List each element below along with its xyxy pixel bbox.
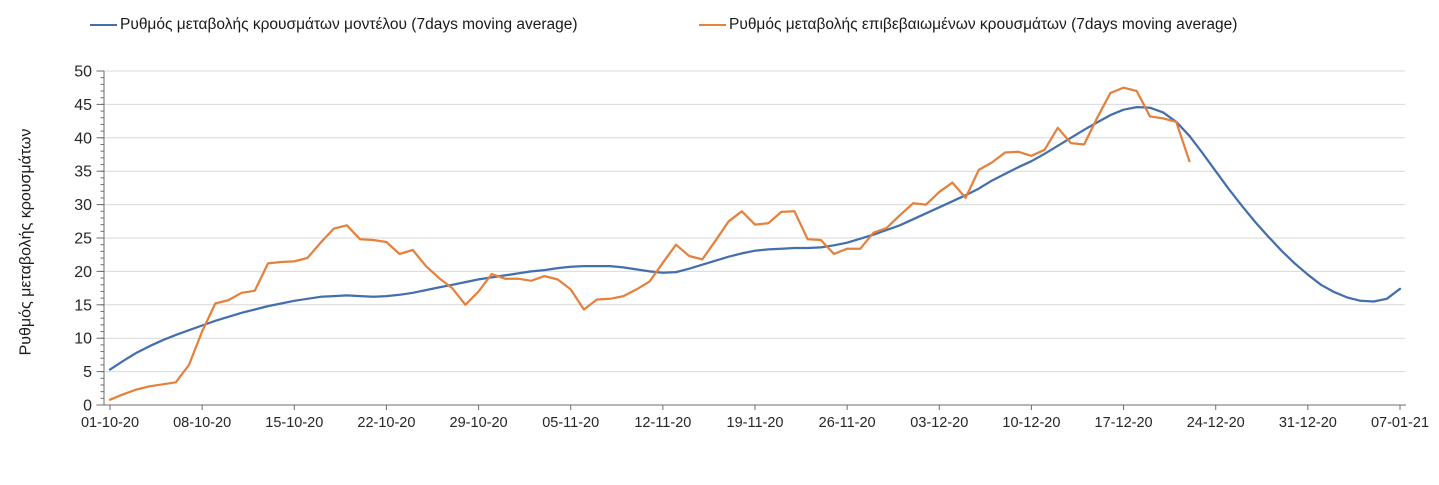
gridlines <box>104 70 1405 373</box>
x-tick-label: 07-01-21 <box>1371 415 1429 431</box>
y-axis-ticks <box>96 70 104 406</box>
y-tick-label: 45 <box>74 97 92 114</box>
y-tick-label: 40 <box>74 130 92 147</box>
x-tick-label: 19-11-20 <box>727 415 784 431</box>
x-tick-label: 08-10-20 <box>173 415 231 431</box>
y-tick-label: 50 <box>74 64 92 81</box>
y-tick-label: 35 <box>74 164 92 181</box>
x-tick-label: 12-11-20 <box>634 415 691 431</box>
legend-item-confirmed: Ρυθμός μεταβολής επιβεβαιωμένων κρουσμάτ… <box>699 13 1237 37</box>
x-tick-label: 10-12-20 <box>1002 415 1060 431</box>
y-axis-labels: 0 5 10 15 20 25 30 35 40 45 50 <box>74 64 92 415</box>
legend-item-model: Ρυθμός μεταβολής κρουσμάτων μοντέλου (7d… <box>90 13 578 37</box>
legend-label-confirmed: Ρυθμός μεταβολής επιβεβαιωμένων κρουσμάτ… <box>729 16 1238 33</box>
chart-legend: Ρυθμός μεταβολής κρουσμάτων μοντέλου (7d… <box>0 13 1439 37</box>
x-tick-label: 29-10-20 <box>450 415 508 431</box>
y-tick-label: 15 <box>74 297 92 314</box>
y-tick-label: 0 <box>83 398 92 415</box>
y-tick-label: 10 <box>74 331 92 348</box>
legend-label-model: Ρυθμός μεταβολής κρουσμάτων μοντέλου (7d… <box>120 16 578 33</box>
x-tick-label: 05-11-20 <box>542 415 599 431</box>
series-line-model <box>108 105 1402 371</box>
x-tick-label: 01-10-20 <box>81 415 139 431</box>
x-axis-labels: 01-10-20 08-10-20 15-10-20 22-10-20 29-10-20… <box>81 415 1429 431</box>
y-axis-title: Ρυθμός μεταβολής κρουσμάτων <box>17 128 35 356</box>
legend-line-model-icon <box>90 23 117 27</box>
series-line-confirmed <box>108 86 1191 401</box>
y-tick-label: 5 <box>83 364 92 381</box>
y-tick-label: 20 <box>74 264 92 281</box>
x-tick-label: 03-12-20 <box>910 415 968 431</box>
x-tick-label: 15-10-20 <box>265 415 323 431</box>
x-axis-ticks <box>109 405 1401 410</box>
x-tick-label: 24-12-20 <box>1187 415 1245 431</box>
x-tick-label: 22-10-20 <box>357 415 415 431</box>
y-tick-label: 30 <box>74 197 92 214</box>
x-tick-label: 26-11-20 <box>819 415 876 431</box>
x-tick-label: 17-12-20 <box>1095 415 1153 431</box>
legend-line-confirmed-icon <box>699 23 726 27</box>
x-tick-label: 31-12-20 <box>1279 415 1337 431</box>
y-tick-label: 25 <box>74 231 92 248</box>
